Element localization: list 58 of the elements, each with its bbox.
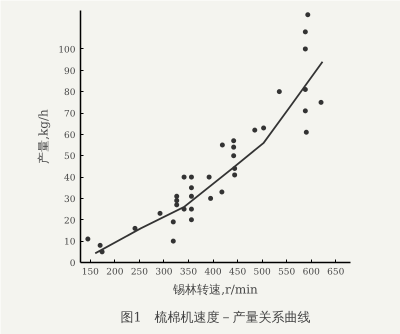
point <box>174 198 180 204</box>
point <box>232 172 238 178</box>
x-tick-label: 400 <box>204 268 222 278</box>
point <box>174 202 180 208</box>
y-tick-label: 50 <box>64 152 76 162</box>
point <box>188 185 194 190</box>
point <box>302 29 308 34</box>
point <box>302 108 308 114</box>
y-tick-label: 70 <box>64 110 76 120</box>
point <box>182 174 187 180</box>
point <box>304 130 309 135</box>
y-tick-label: 100 <box>58 45 76 56</box>
point <box>231 138 236 144</box>
point <box>174 194 180 199</box>
y-tick-label: 90 <box>64 66 76 77</box>
point <box>132 226 138 231</box>
y-tick-label: 80 <box>64 88 76 98</box>
x-tick-label: 600 <box>302 268 320 278</box>
point <box>208 196 214 201</box>
point <box>276 89 282 94</box>
y-tick-label: 20 <box>64 216 76 226</box>
caption: 图1 梳棉机速度－产量关系曲线 <box>120 310 311 326</box>
point <box>261 125 266 130</box>
point <box>188 206 194 212</box>
point <box>158 210 163 216</box>
point <box>170 219 176 224</box>
point <box>188 194 194 199</box>
point <box>98 242 103 248</box>
point <box>219 190 224 195</box>
y-tick-label: 10 <box>64 238 76 248</box>
point <box>305 12 310 18</box>
point <box>206 174 212 180</box>
point <box>231 144 236 150</box>
y-tick-label: 30 <box>64 194 76 205</box>
x-tick-label: 550 <box>278 268 296 278</box>
point <box>85 236 90 242</box>
y-tick-label: 40 <box>64 174 76 184</box>
y-tick-label: 60 <box>64 130 76 141</box>
x-tick-label: 350 <box>180 268 198 278</box>
line-series <box>94 60 324 254</box>
point <box>188 217 194 222</box>
y-tick-label: 0 <box>70 259 76 269</box>
x-axis-title: 锡林转速,r/min <box>172 282 258 296</box>
x-tick-label: 300 <box>155 268 173 278</box>
point <box>252 128 258 133</box>
point <box>220 142 225 148</box>
point <box>170 238 176 244</box>
x-tick-label: 500 <box>254 268 271 278</box>
x-tick-label: 150 <box>82 268 100 278</box>
point <box>188 174 194 180</box>
point <box>318 100 324 105</box>
y-axis-title: 产量,kg/h <box>36 108 50 164</box>
x-tick-label: 450 <box>229 268 246 278</box>
point <box>231 153 236 158</box>
x-tick-label: 250 <box>130 268 148 278</box>
x-tick-label: 200 <box>106 268 124 278</box>
x-tick-label: 650 <box>327 268 345 278</box>
point <box>302 46 308 52</box>
